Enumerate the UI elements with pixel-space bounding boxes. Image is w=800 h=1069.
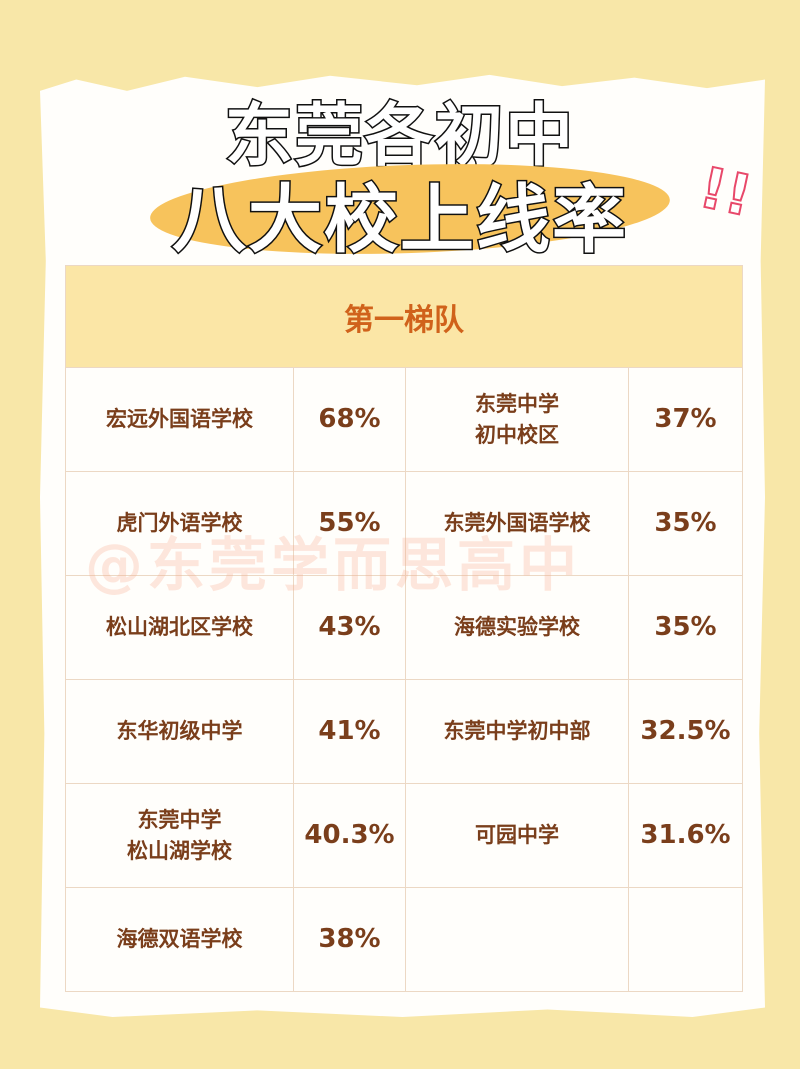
rate-value bbox=[628, 887, 743, 992]
school-name: 海德实验学校 bbox=[405, 575, 629, 680]
school-name: 松山湖北区学校 bbox=[65, 575, 294, 680]
rate-value: 41% bbox=[293, 679, 406, 784]
table-row: 海德双语学校 38% bbox=[65, 887, 743, 992]
table-row: 宏远外国语学校 68% 东莞中学 初中校区 37% bbox=[65, 367, 743, 472]
school-name: 东莞外国语学校 bbox=[405, 471, 629, 576]
school-name: 海德双语学校 bbox=[65, 887, 294, 992]
school-name: 东莞中学 松山湖学校 bbox=[65, 783, 294, 888]
rate-value: 37% bbox=[628, 367, 743, 472]
rate-value: 31.6% bbox=[628, 783, 743, 888]
rate-value: 35% bbox=[628, 575, 743, 680]
table-row: 东莞中学 松山湖学校 40.3% 可园中学 31.6% bbox=[65, 783, 743, 888]
rates-table: 第一梯队 宏远外国语学校 68% 东莞中学 初中校区 37% 虎门外语学校 55% 东莞外国… bbox=[65, 265, 743, 992]
title-line-1: 东莞各初中 bbox=[223, 96, 575, 178]
school-name: 宏远外国语学校 bbox=[65, 367, 294, 472]
school-name: 东华初级中学 bbox=[65, 679, 294, 784]
school-name: 东莞中学初中部 bbox=[405, 679, 629, 784]
rate-value: 40.3% bbox=[293, 783, 406, 888]
rate-value: 35% bbox=[628, 471, 743, 576]
table-row: 虎门外语学校 55% 东莞外国语学校 35% bbox=[65, 471, 743, 576]
rate-value: 68% bbox=[293, 367, 406, 472]
rate-value: 32.5% bbox=[628, 679, 743, 784]
section-header: 第一梯队 bbox=[65, 265, 743, 368]
school-name: 可园中学 bbox=[405, 783, 629, 888]
rate-value: 43% bbox=[293, 575, 406, 680]
school-name bbox=[405, 887, 629, 992]
table-row: 松山湖北区学校 43% 海德实验学校 35% bbox=[65, 575, 743, 680]
table-row: 东华初级中学 41% 东莞中学初中部 32.5% bbox=[65, 679, 743, 784]
rate-value: 55% bbox=[293, 471, 406, 576]
school-name: 虎门外语学校 bbox=[65, 471, 294, 576]
title-line-2: 八大校上线率 bbox=[171, 176, 628, 265]
school-name: 东莞中学 初中校区 bbox=[405, 367, 629, 472]
rate-value: 38% bbox=[293, 887, 406, 992]
